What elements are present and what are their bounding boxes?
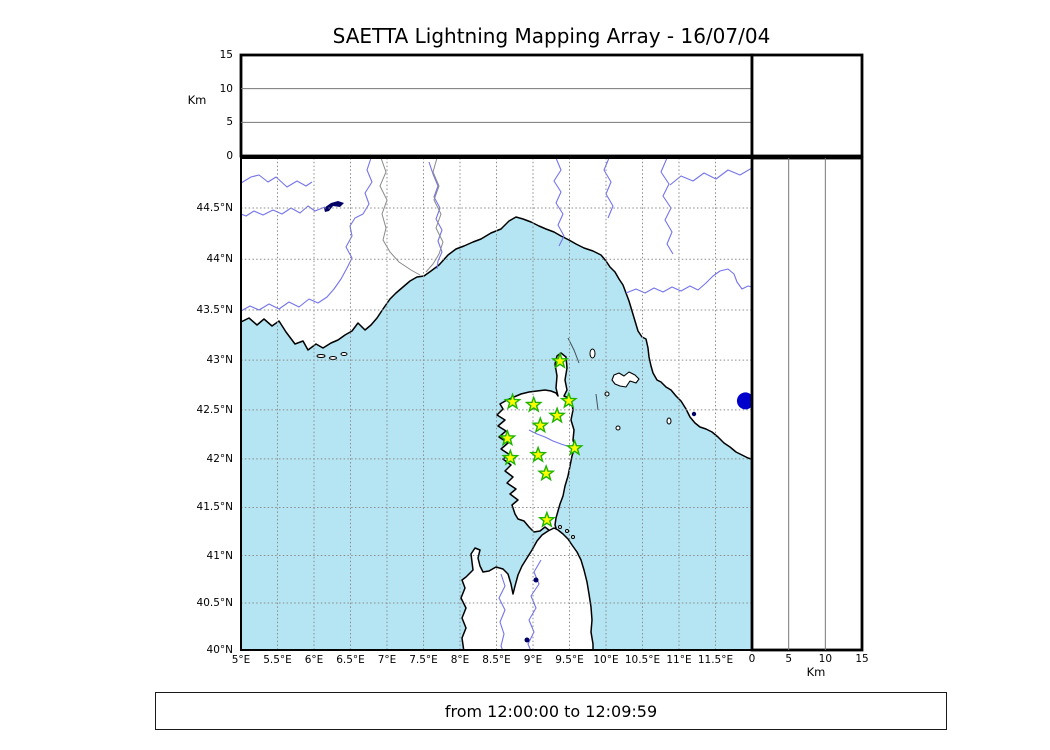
lat-tick-label: 42°N (206, 452, 233, 465)
sardinia-lake-2 (524, 637, 530, 643)
station-star-marker (531, 416, 550, 434)
capraia-island (589, 348, 596, 359)
altitude-tick-label: 15 (219, 49, 233, 61)
lon-tick-label: 9.5°E (555, 654, 584, 666)
lake-serre-poncon (324, 201, 344, 212)
lon-tick-label: 6.5°E (336, 654, 365, 666)
hyeres-island-1 (316, 354, 326, 358)
sardinia-island (460, 527, 594, 650)
lat-tick-label: 40°N (206, 644, 233, 656)
altitude-tick-label: 0 (748, 653, 756, 665)
hyeres-island-3 (340, 352, 348, 356)
altitude-longitude-panel (239, 53, 754, 158)
lakes (324, 201, 697, 643)
caption-box: from 12:00:00 to 12:09:59 (155, 692, 947, 730)
lon-tick-label: 7°E (377, 654, 397, 666)
lon-tick-label: 9°E (523, 654, 543, 666)
altitude-tick-label: 0 (226, 150, 233, 162)
lon-tick-label: 11.5°E (697, 654, 734, 666)
mainland-coast-france-italy (241, 158, 752, 461)
lon-tick-label: 8°E (450, 654, 470, 666)
station-star-marker (537, 464, 556, 482)
lat-tick-label: 40.5°N (196, 597, 233, 610)
maddalena-island-2 (565, 529, 569, 533)
caption-text: from 12:00:00 to 12:09:59 (444, 701, 658, 721)
lat-tick-label: 42.5°N (196, 403, 233, 416)
altitude-tick-label: 5 (226, 116, 233, 129)
lat-tick-label: 41°N (206, 549, 233, 562)
lon-tick-label: 8.5°E (482, 654, 511, 666)
lat-tick-label: 44°N (206, 253, 233, 266)
lat-tick-label: 43.5°N (196, 303, 233, 316)
lat-tick-label: 43°N (206, 354, 233, 367)
event-dot (736, 392, 752, 410)
lon-tick-label: 5.5°E (263, 654, 292, 666)
altitude-tick-label: 10 (818, 653, 833, 665)
giglio-island (666, 417, 672, 425)
maddalena-island-3 (571, 535, 575, 539)
top-panel-gridlines (241, 88, 752, 123)
lon-tick-label: 7.5°E (409, 654, 438, 666)
station-star-marker (537, 510, 556, 528)
maddalena-island-1 (558, 525, 562, 529)
lat-tick-label: 41.5°N (196, 501, 233, 514)
station-star-marker (550, 351, 570, 369)
station-star-marker (498, 428, 517, 447)
right-panel-gridlines (788, 158, 826, 650)
map-graticule (241, 158, 752, 650)
lagoon-orbetello (691, 411, 697, 417)
station-star-marker (548, 406, 567, 424)
corner-panel (750, 53, 864, 158)
station-star-marker (529, 445, 548, 463)
altitude-latitude-panel (750, 156, 864, 652)
lon-tick-label: 11°E (666, 654, 692, 666)
station-markers (498, 351, 584, 528)
sea-line-segments (567, 337, 599, 411)
altitude-tick-label: 5 (785, 653, 792, 665)
lat-tick-label: 44.5°N (196, 202, 233, 215)
station-star-marker (503, 392, 522, 410)
land-masses (241, 158, 752, 650)
lon-tick-label: 6°E (304, 654, 324, 666)
station-star-marker (524, 395, 543, 413)
station-star-marker (559, 391, 578, 409)
station-star-marker (565, 438, 584, 456)
figure-title: SAETTA Lightning Mapping Array - 16/07/0… (332, 24, 771, 48)
altitude-tick-label: 10 (219, 82, 233, 95)
station-star-marker (501, 448, 520, 466)
altitude-tick-label: 15 (855, 653, 869, 665)
map-panel (241, 158, 752, 650)
montecristo-island (615, 425, 621, 431)
lon-tick-label: 5°E (231, 654, 251, 666)
lightning-event-marker (736, 392, 752, 410)
altitude-unit-label-bottom: Km (806, 665, 826, 679)
hyeres-island-2 (329, 356, 337, 360)
lon-tick-label: 10.5°E (624, 654, 661, 666)
elba-island (611, 371, 640, 388)
lon-tick-label: 10°E (593, 654, 619, 666)
altitude-unit-label-left: Km (187, 93, 207, 107)
sardinia-lake-1 (533, 577, 539, 583)
